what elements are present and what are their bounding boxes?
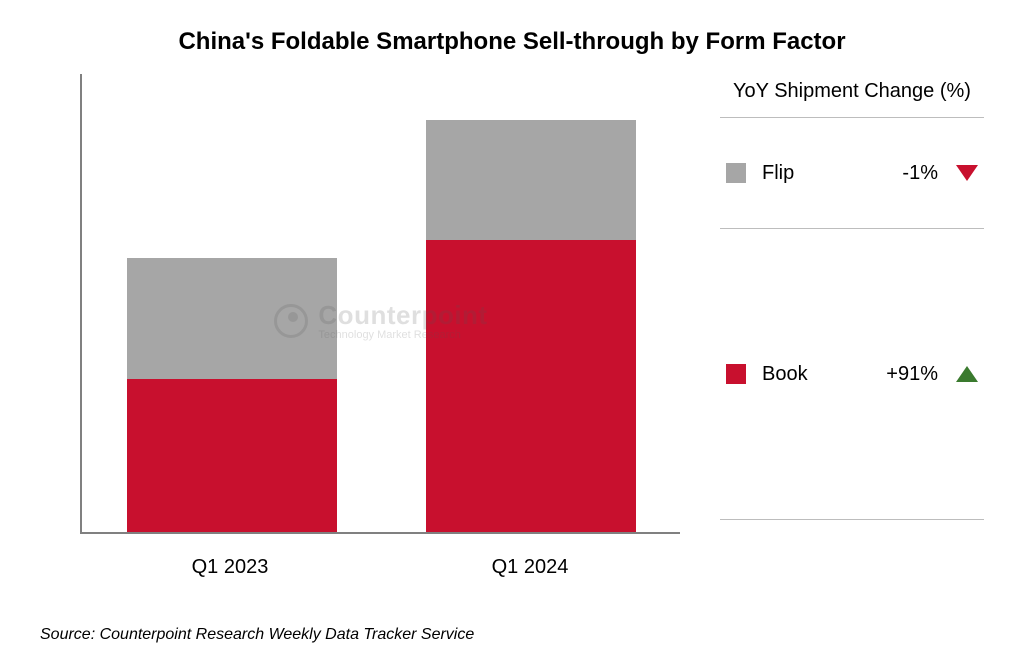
legend-title: YoY Shipment Change (%): [720, 80, 984, 103]
bar-q1-2024-book: [426, 240, 636, 532]
bar-q1-2024: [426, 74, 636, 532]
bar-q1-2024-flip: [426, 120, 636, 239]
legend-rule-bottom: [720, 519, 984, 520]
legend-label-flip: Flip: [762, 162, 794, 185]
bars-container: [82, 74, 680, 532]
source-text: Source: Counterpoint Research Weekly Dat…: [40, 626, 474, 644]
x-label-0: Q1 2023: [125, 556, 335, 579]
legend-panel: YoY Shipment Change (%) Flip -1% Book: [680, 74, 984, 594]
arrow-down-icon: [956, 165, 978, 181]
legend-pct-flip: -1%: [874, 162, 938, 185]
arrow-up-icon: [956, 366, 978, 382]
chart-area: Counterpoint Technology Market Research …: [40, 74, 680, 594]
x-label-1: Q1 2024: [425, 556, 635, 579]
main-row: Counterpoint Technology Market Research …: [40, 74, 984, 594]
bar-q1-2023-flip: [127, 258, 337, 378]
x-axis-labels: Q1 2023 Q1 2024: [80, 546, 680, 594]
legend-swatch-book: [726, 364, 746, 384]
legend-pct-book: +91%: [874, 363, 938, 386]
legend-label-book: Book: [762, 363, 808, 386]
legend-row-book: Book +91%: [720, 229, 984, 519]
legend-row-flip: Flip -1%: [720, 118, 984, 228]
plot-frame: Counterpoint Technology Market Research: [80, 74, 680, 534]
bar-q1-2023-book: [127, 379, 337, 532]
legend-swatch-flip: [726, 163, 746, 183]
chart-title: China's Foldable Smartphone Sell-through…: [40, 28, 984, 56]
bar-q1-2023: [127, 74, 337, 532]
